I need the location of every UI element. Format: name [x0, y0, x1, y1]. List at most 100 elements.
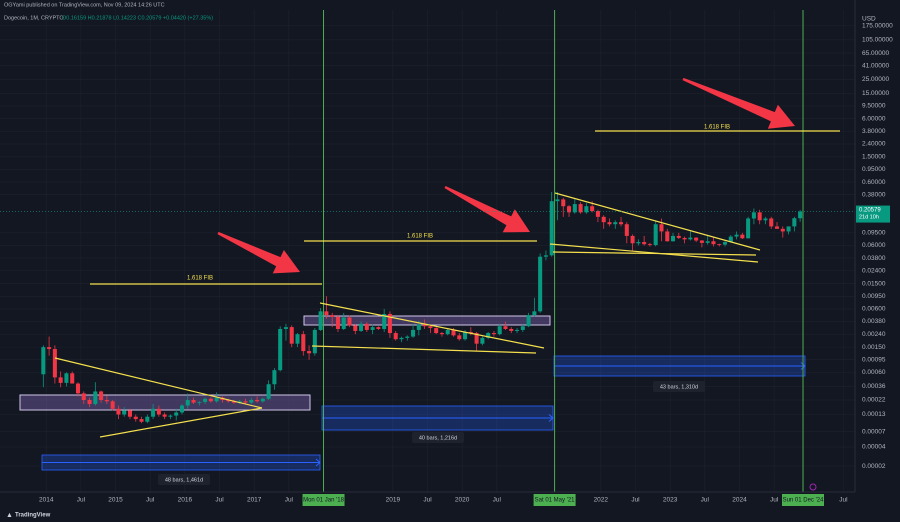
- candle-body: [561, 199, 566, 207]
- candle-body: [214, 397, 219, 402]
- candle-body: [312, 329, 317, 354]
- candle-body: [99, 391, 104, 401]
- candle-body: [324, 311, 329, 316]
- y-tick-label: 0.01500: [862, 280, 886, 287]
- candle-body: [486, 333, 491, 338]
- candle-body: [509, 328, 514, 331]
- label-box: [412, 432, 464, 443]
- candle-body: [624, 224, 629, 236]
- label-box: [653, 381, 705, 392]
- candle-body: [203, 398, 208, 402]
- candle-body: [497, 326, 502, 335]
- x-tick-label: 2020: [455, 497, 470, 504]
- date-range-arrow: [548, 414, 554, 422]
- candle-body: [156, 408, 161, 415]
- candle-body: [393, 333, 398, 340]
- candle-body: [260, 398, 265, 402]
- candle-body: [567, 206, 572, 213]
- trendline: [319, 302, 545, 349]
- trendline: [311, 345, 537, 354]
- candle-body: [595, 211, 600, 217]
- candle-body: [364, 323, 369, 330]
- candle-body: [278, 328, 283, 371]
- candle-body: [133, 416, 138, 420]
- candle-body: [746, 218, 751, 239]
- candle-body: [717, 244, 722, 245]
- candle-body: [769, 218, 774, 227]
- grid: [0, 10, 855, 492]
- candle-body: [399, 337, 404, 340]
- label-box: [158, 474, 210, 485]
- candle-body: [711, 241, 716, 245]
- candle-body: [75, 383, 81, 394]
- candle-body: [520, 326, 525, 330]
- candle-body: [642, 242, 647, 245]
- red-arrow: [444, 185, 530, 233]
- candle-body: [93, 391, 98, 405]
- x-tick-label: 2017: [247, 497, 262, 504]
- candle-body: [526, 315, 531, 327]
- y-tick-label: 0.95000: [862, 166, 886, 173]
- y-axis: 175.00000 105.00000 65.00000 41.00000 25.000…: [862, 22, 893, 469]
- candle-body: [330, 315, 335, 317]
- y-tick-label: 105.00000: [862, 37, 893, 44]
- candle-body: [416, 324, 421, 330]
- date-marker-box: [533, 494, 576, 506]
- drawings: [19, 315, 806, 471]
- x-tick-label: Jul: [770, 497, 779, 504]
- y-tick-label: 6.00000: [862, 115, 886, 122]
- candle-body: [359, 323, 364, 331]
- candle-body: [751, 212, 756, 219]
- date-markers: [323, 10, 804, 492]
- y-tick-label: 0.09500: [862, 230, 886, 237]
- candle-body: [636, 242, 641, 244]
- candle-body: [780, 228, 785, 232]
- candle-body: [630, 235, 635, 244]
- x-tick-label: 2014: [39, 497, 54, 504]
- candle-body: [578, 204, 583, 213]
- annotation-arrows: [217, 77, 795, 274]
- candle-body: [676, 235, 681, 238]
- candle-body: [116, 408, 121, 415]
- candle-body: [699, 240, 704, 243]
- y-tick-label: 0.00002: [862, 463, 886, 470]
- candle-body: [705, 241, 710, 243]
- y-tick-label: 0.00004: [862, 444, 886, 451]
- x-tick-label: Jul: [285, 497, 294, 504]
- x-tick-label: Jul: [423, 497, 432, 504]
- date-marker-box: [302, 494, 345, 506]
- candle-body: [387, 313, 392, 334]
- y-tick-label: 2.40000: [862, 141, 886, 148]
- candle-body: [728, 236, 733, 243]
- candle-body: [266, 384, 271, 399]
- candle-body: [682, 237, 687, 240]
- y-tick-label: 0.00950: [862, 293, 886, 300]
- candle-body: [370, 327, 375, 330]
- candle-body: [52, 349, 57, 378]
- candle-body: [798, 211, 803, 219]
- candle-body: [139, 419, 144, 422]
- y-tick-label: 0.00007: [862, 428, 886, 435]
- trendline: [54, 357, 263, 409]
- candle-body: [740, 234, 745, 239]
- trendline: [99, 407, 263, 438]
- candle-body: [694, 237, 699, 241]
- trendline: [552, 251, 757, 256]
- y-tick-label: 0.00240: [862, 331, 886, 338]
- candle-body: [619, 222, 624, 225]
- candle-body: [174, 412, 179, 416]
- candle-body: [457, 335, 462, 340]
- y-tick-label: 15.00000: [862, 90, 889, 97]
- x-tick-label: Jul: [631, 497, 640, 504]
- range-box: [19, 394, 311, 411]
- candle-body: [249, 400, 254, 403]
- candle-body: [151, 408, 156, 417]
- candle-body: [671, 235, 676, 242]
- y-tick-label: 1.50000: [862, 154, 886, 161]
- date-marker-box: [782, 494, 825, 506]
- candle-body: [191, 400, 196, 403]
- candle-body: [122, 410, 127, 415]
- y-tick-label: 0.38000: [862, 191, 886, 198]
